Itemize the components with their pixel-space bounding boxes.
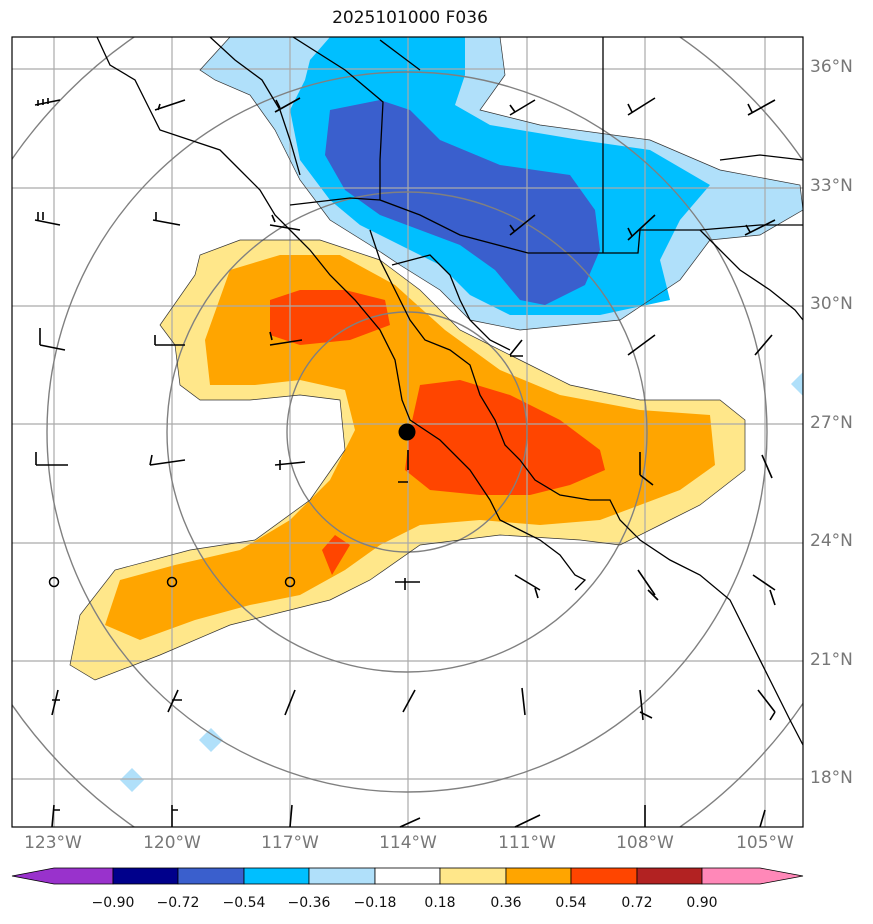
colorbar-tick: 0.18 <box>424 895 456 911</box>
colorbar-cell-2 <box>177 867 245 885</box>
wind-barbs <box>34 97 776 828</box>
lat-label-18n: 18°N <box>810 768 853 788</box>
colorbar-tick: 0.90 <box>686 895 718 911</box>
lat-label-24n: 24°N <box>810 531 853 551</box>
lon-label-123w: 123°W <box>24 833 82 853</box>
colorbar-cell-3 <box>243 867 310 885</box>
colorbar-cell-4 <box>308 867 376 885</box>
colorbar-tick: −0.36 <box>287 895 331 911</box>
colorbar-cell-9 <box>636 867 703 885</box>
lon-label-120w: 120°W <box>143 833 201 853</box>
colorbar-cell-8 <box>570 867 638 885</box>
center-marker <box>398 423 416 441</box>
contour-diamond-c <box>791 372 803 396</box>
colorbar-tick: 0.54 <box>555 895 587 911</box>
colorbar-tick: 0.72 <box>621 895 653 911</box>
colorbar-cell-1 <box>112 867 179 885</box>
contour-pos-dark-north <box>270 290 390 345</box>
contour-pos-dark-south <box>322 535 350 575</box>
calm-circles <box>48 576 296 588</box>
lat-label-27n: 27°N <box>810 413 853 433</box>
contour-diamond-b <box>120 768 144 792</box>
colorbar-cell-7 <box>505 867 572 885</box>
map-title: 2025101000 F036 <box>332 8 488 28</box>
lat-label-36n: 36°N <box>810 57 853 77</box>
colorbar-cell-6 <box>439 867 507 885</box>
lat-label-33n: 33°N <box>810 176 853 196</box>
lat-label-30n: 30°N <box>810 294 853 314</box>
colorbar-cell-10 <box>701 867 804 885</box>
colorbar-tick: −0.54 <box>222 895 266 911</box>
lat-label-21n: 21°N <box>810 650 853 670</box>
lon-label-111w: 111°W <box>498 833 556 853</box>
colorbar-tick: −0.90 <box>91 895 135 911</box>
lon-label-108w: 108°W <box>616 833 674 853</box>
contour-pos-dark-center <box>405 380 605 495</box>
contour-outlines <box>69 37 803 681</box>
graticule <box>12 37 803 827</box>
coastlines <box>96 37 803 746</box>
map-frame <box>11 36 804 828</box>
contour-diamond-a <box>199 728 223 752</box>
lon-label-117w: 117°W <box>261 833 319 853</box>
lon-label-105w: 105°W <box>736 833 794 853</box>
colorbar <box>11 867 804 885</box>
colorbar-cell-5 <box>374 867 441 885</box>
colorbar-tick: −0.72 <box>156 895 200 911</box>
colorbar-cell-0 <box>11 867 114 885</box>
contour-neg-dark <box>325 100 600 305</box>
colorbar-tick: −0.18 <box>353 895 397 911</box>
lon-label-114w: 114°W <box>379 833 437 853</box>
colorbar-tick: 0.36 <box>490 895 522 911</box>
